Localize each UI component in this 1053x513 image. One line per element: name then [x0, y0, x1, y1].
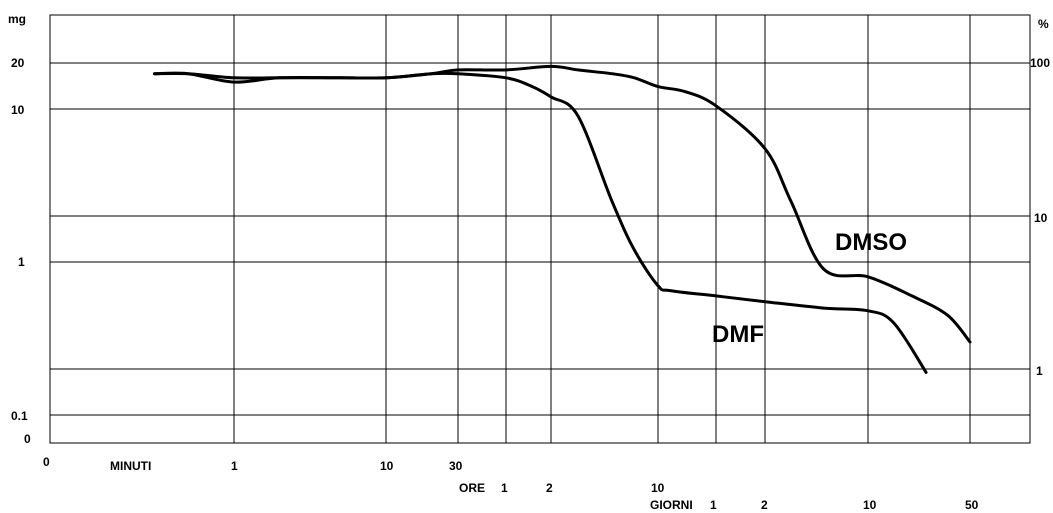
x-tick-label: 1 — [231, 459, 238, 473]
left-tick-label: 20 — [11, 56, 25, 70]
series-label-dmf: DMF — [712, 321, 764, 348]
x-tick-label: 2 — [761, 498, 768, 512]
x-tick-label: 10 — [651, 481, 665, 495]
left-tick-label: 0 — [24, 432, 31, 446]
right-axis-unit-label: % — [1038, 17, 1049, 31]
series-label-dmso: DMSO — [835, 229, 907, 256]
right-tick-label: 1 — [1036, 364, 1043, 378]
x-group-label-minuti: MINUTI — [110, 459, 151, 473]
x-tick-label: 1 — [710, 498, 717, 512]
left-tick-label: 0.1 — [11, 409, 28, 423]
curves — [153, 64, 972, 374]
x-tick-label: 2 — [546, 481, 553, 495]
left-tick-label: 10 — [11, 103, 25, 117]
plot-frame — [49, 14, 1031, 444]
x-tick-label: 30 — [449, 459, 463, 473]
left-axis-unit-label: mg — [8, 12, 26, 26]
x-tick-label: 50 — [965, 498, 979, 512]
x-tick-label: 10 — [863, 498, 877, 512]
right-tick-label: 10 — [1034, 211, 1048, 225]
x-group-label-giorni: GIORNI — [650, 498, 693, 512]
x-origin-label: 0 — [43, 455, 50, 469]
series-line-dmf — [153, 71, 928, 374]
left-tick-label: 1 — [18, 255, 25, 269]
x-tick-label: 1 — [501, 481, 508, 495]
right-tick-label: 100 — [1030, 56, 1050, 70]
x-group-label-ore: ORE — [459, 481, 485, 495]
series-line-dmso — [153, 64, 972, 344]
x-tick-label: 10 — [380, 459, 394, 473]
